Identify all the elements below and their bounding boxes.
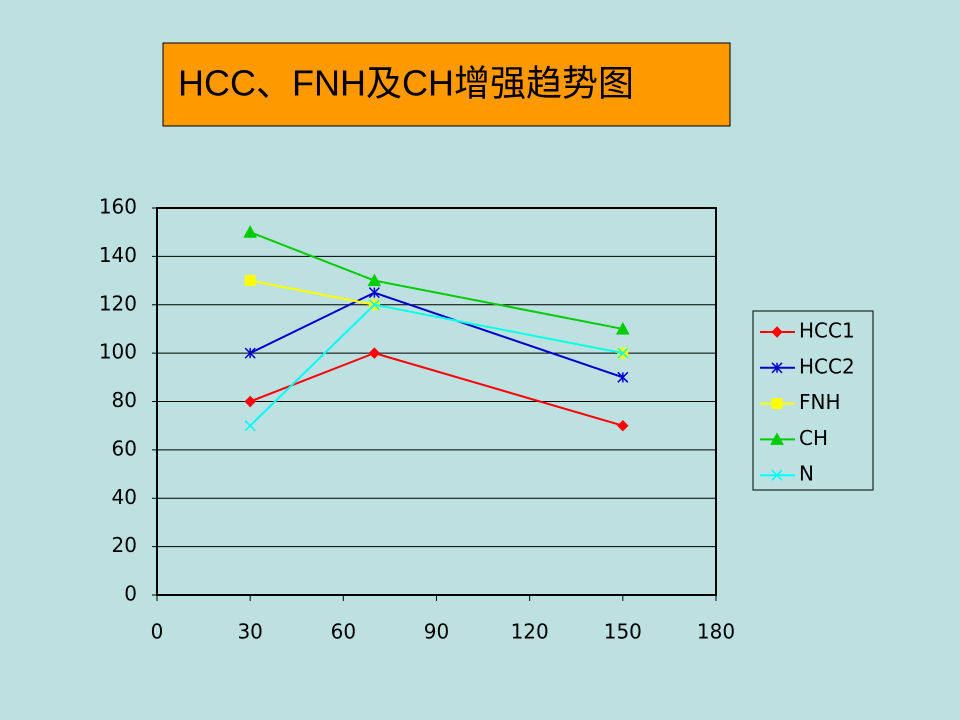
x-tick-label: 30 bbox=[237, 620, 262, 644]
x-tick-label: 180 bbox=[697, 620, 735, 644]
point bbox=[244, 275, 256, 287]
point bbox=[617, 419, 629, 432]
y-tick-label: 160 bbox=[99, 195, 137, 219]
point bbox=[244, 395, 256, 408]
plot-border bbox=[156, 207, 717, 596]
legend-marker bbox=[771, 469, 783, 481]
point bbox=[244, 347, 256, 359]
legend-marker bbox=[771, 326, 783, 338]
point bbox=[617, 371, 629, 383]
point bbox=[368, 347, 381, 359]
point bbox=[617, 347, 629, 359]
y-tick-label: 20 bbox=[112, 533, 137, 557]
point bbox=[368, 287, 380, 299]
legend-label: CH bbox=[799, 426, 828, 450]
title-box bbox=[162, 42, 731, 127]
y-tick-label: 140 bbox=[99, 243, 137, 267]
chart-title: HCC、FNH及CH增强趋势图 bbox=[178, 63, 634, 104]
y-tick-label: 80 bbox=[112, 388, 137, 412]
legend-label: N bbox=[799, 462, 814, 486]
legend-label: HCC1 bbox=[799, 319, 855, 343]
y-tick-label: 120 bbox=[99, 291, 137, 315]
legend-marker bbox=[771, 398, 783, 410]
y-tick-label: 0 bbox=[124, 582, 137, 606]
x-tick-label: 60 bbox=[331, 620, 356, 644]
legend-label: FNH bbox=[799, 390, 841, 414]
x-tick-label: 0 bbox=[151, 620, 164, 644]
point bbox=[243, 225, 258, 238]
y-tick-label: 100 bbox=[99, 340, 137, 364]
point bbox=[244, 420, 256, 432]
legend-marker bbox=[771, 362, 783, 374]
x-tick-label: 150 bbox=[604, 620, 642, 644]
point bbox=[368, 299, 380, 311]
point bbox=[615, 321, 630, 335]
x-tick-label: 90 bbox=[424, 620, 449, 644]
x-tick-label: 120 bbox=[511, 620, 549, 644]
legend-marker bbox=[770, 432, 784, 445]
y-tick-label: 60 bbox=[112, 436, 137, 460]
point bbox=[367, 273, 382, 287]
legend-label: HCC2 bbox=[799, 354, 855, 378]
y-tick-label: 40 bbox=[112, 485, 137, 509]
